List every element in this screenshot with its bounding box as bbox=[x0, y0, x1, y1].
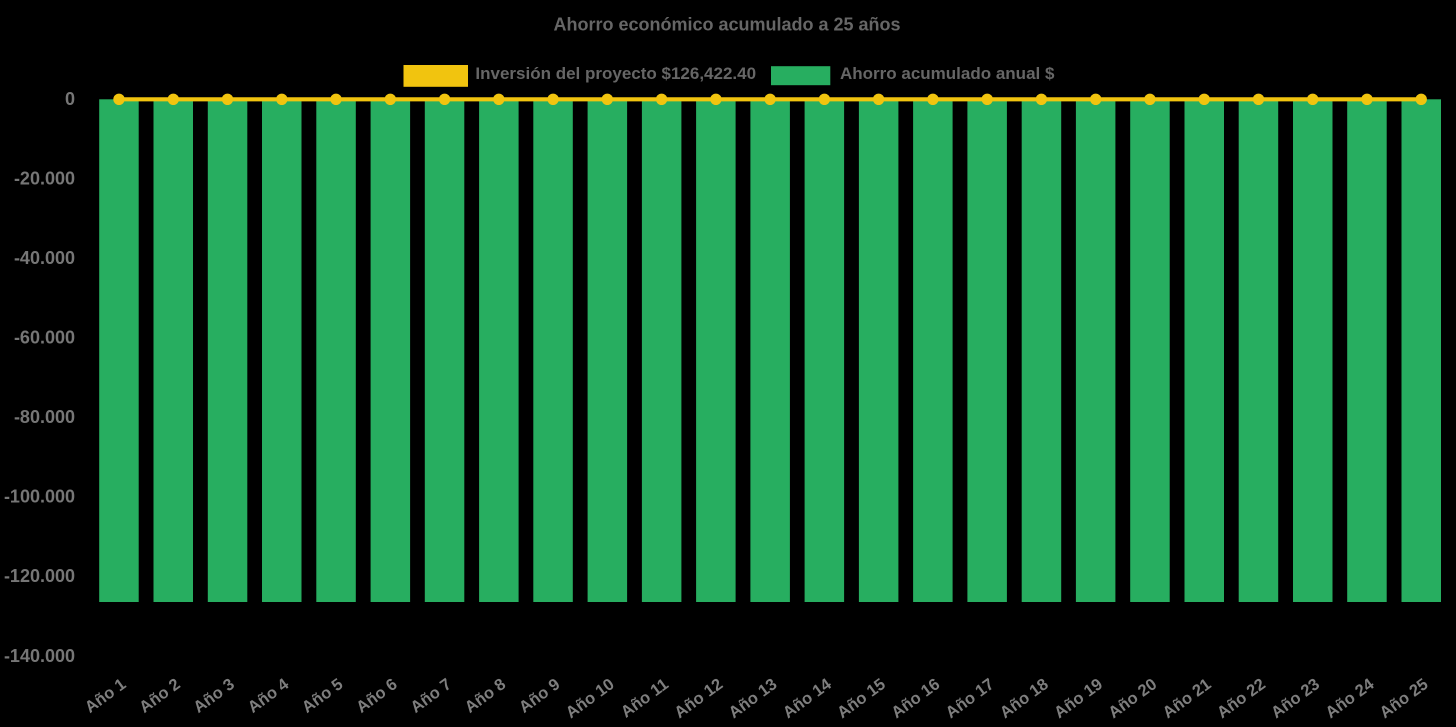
svg-text:-140.000: -140.000 bbox=[4, 646, 75, 666]
svg-text:-20.000: -20.000 bbox=[14, 168, 75, 188]
svg-text:Ahorro económico acumulado a 2: Ahorro económico acumulado a 25 años bbox=[553, 15, 900, 35]
svg-text:-80.000: -80.000 bbox=[14, 407, 75, 427]
svg-text:-60.000: -60.000 bbox=[14, 328, 75, 348]
svg-text:Ahorro acumulado anual $: Ahorro acumulado anual $ bbox=[840, 64, 1055, 83]
svg-text:0: 0 bbox=[65, 89, 75, 109]
svg-text:-120.000: -120.000 bbox=[4, 566, 75, 586]
svg-text:Inversión del proyecto $126,42: Inversión del proyecto $126,422.40 bbox=[475, 64, 756, 83]
svg-text:-100.000: -100.000 bbox=[4, 487, 75, 507]
svg-text:-40.000: -40.000 bbox=[14, 248, 75, 268]
